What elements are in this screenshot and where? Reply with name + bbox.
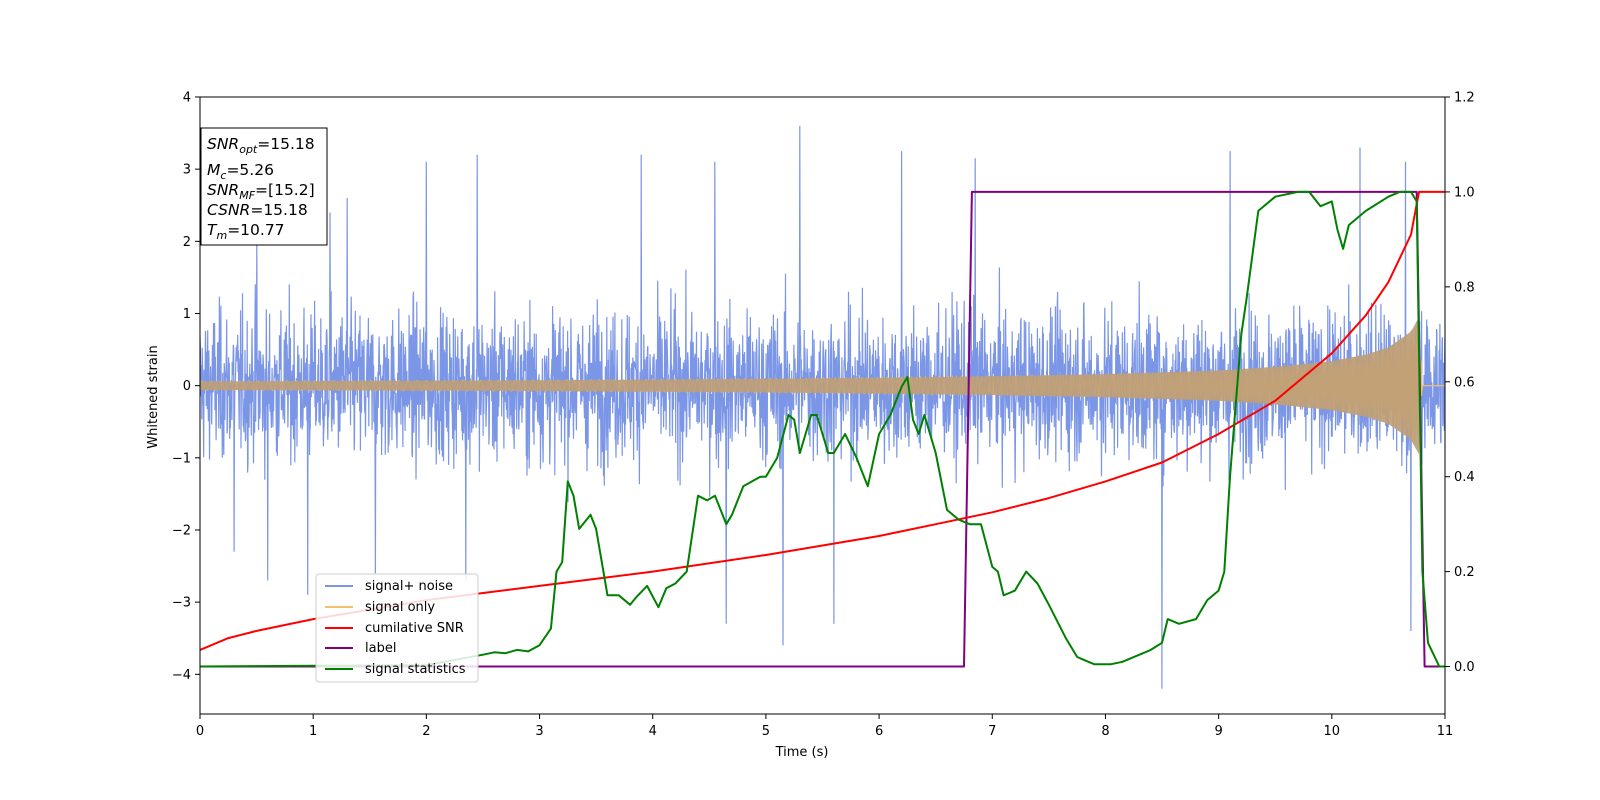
x-tick-label: 9 [1214,724,1222,739]
y-axis-label: Whitened strain [146,345,161,448]
legend-frame [315,573,479,683]
series-label-line [200,190,1445,668]
y-right-tick-label: 1.2 [1454,91,1475,106]
y-right-tick-label: 0.2 [1454,565,1475,580]
x-tick-label: 10 [1324,724,1341,739]
y-left-tick-label: 3 [183,163,191,178]
annotation-tm: Tm=10.77 [207,221,285,242]
y-left-tick-label: 1 [183,307,191,322]
annotation-mc: Mc=5.26 [207,161,274,182]
y-right-tick-label: 0.0 [1454,660,1475,675]
x-tick-label: 1 [309,724,317,739]
series-group [200,125,1445,689]
x-tick-label: 3 [535,724,543,739]
y-right-tick-label: 1.0 [1454,185,1475,200]
y-left-tick-label: −4 [172,668,191,683]
annotation-snr-mf: SNRMF=[15.2] [207,181,315,202]
annotation-box: SNRopt=15.18 Mc=5.26 SNRMF=[15.2] CSNR=1… [200,127,328,246]
x-tick-label: 11 [1437,724,1454,739]
annotation-snr-opt: SNRopt=15.18 [207,135,315,156]
y-right-tick-label: 0.6 [1454,375,1475,390]
x-axis-label: Time (s) [775,745,829,760]
legend-label-signal-statistics: signal statistics [365,662,466,677]
x-tick-label: 4 [649,724,657,739]
x-tick-label: 2 [422,724,430,739]
series-signal-statistics-line [200,190,1445,668]
x-tick-label: 0 [196,724,204,739]
annotation-csnr: CSNR=15.18 [207,201,308,219]
axes-frame [199,96,1446,715]
y-right-tick-label: 0.8 [1454,280,1475,295]
plot-area [200,125,1445,689]
x-tick-label: 8 [1101,724,1109,739]
legend-label-signal-only: signal only [365,600,435,615]
y-left-tick-label: −1 [172,451,191,466]
axes: 0 1 2 3 4 5 6 7 8 9 10 11 −4 −3 −2 −1 0 1 2 3 4 0.0 0.2 0.4 0.6 0… [172,91,1475,740]
x-tick-label: 7 [988,724,996,739]
x-tick-label: 5 [762,724,770,739]
y-left-tick-label: 0 [183,379,191,394]
legend: signal+ noise signal only cumilative SNR… [315,573,479,683]
legend-label-signal-noise: signal+ noise [365,579,453,594]
x-tick-label: 6 [875,724,883,739]
legend-label-cumulative-snr: cumilative SNR [365,621,464,636]
y-left-tick-label: −3 [172,596,191,611]
y-right-tick-label: 0.4 [1454,470,1475,485]
y-left-tick-label: 2 [183,235,191,250]
y-left-tick-label: 4 [183,91,191,106]
y-left-tick-label: −2 [172,523,191,538]
legend-label-label: label [365,641,396,656]
series-signal-overlap-area [200,317,1419,455]
annotation-frame [200,127,328,246]
